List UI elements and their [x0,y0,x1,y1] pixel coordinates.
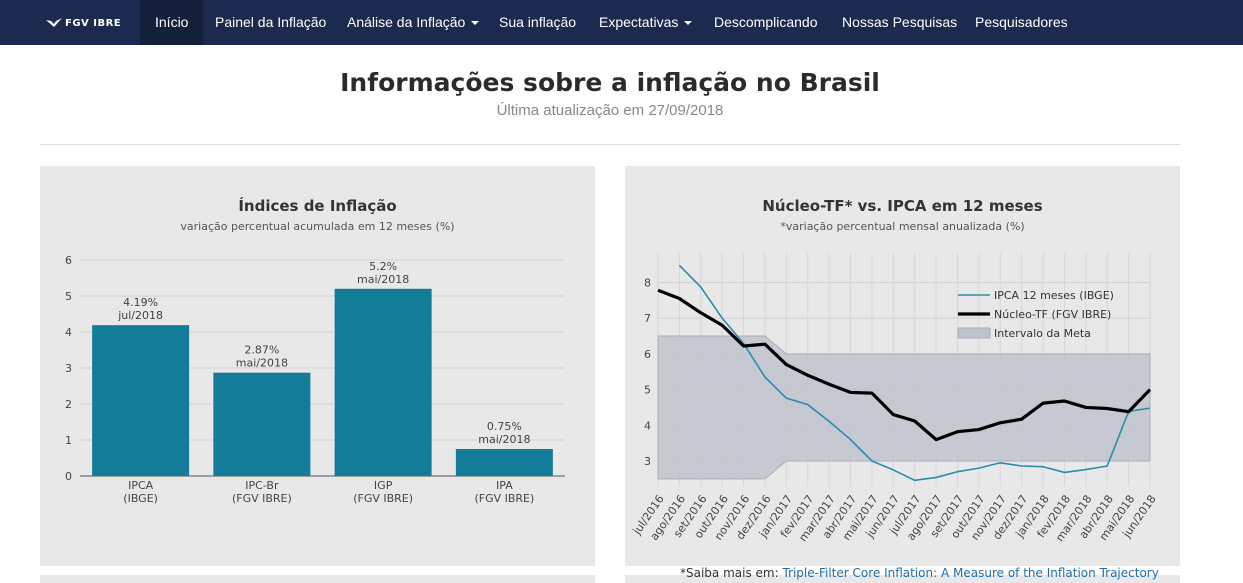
y-tick-label: 3 [644,455,651,468]
bar-chart-panel: Índices de Inflação variação percentual … [40,166,595,566]
bar-value-label: 2.87% [244,344,279,357]
bar [213,372,311,476]
x-tick-sublabel: (IBGE) [123,492,158,505]
bar-date-label: mai/2018 [236,357,288,370]
logo-text: FGV IBRE [65,17,122,29]
nucleo-tf-line [657,288,1152,442]
legend-meta-swatch [957,327,991,339]
legend-ipca-label: IPCA 12 meses (IBGE) [994,289,1114,302]
x-tick-label: IGP [374,479,393,492]
next-panel-left [40,575,595,583]
nav-label: Início [155,14,189,30]
legend-meta-label: Intervalo da Meta [994,327,1091,340]
bar-value-label: 4.19% [123,296,158,309]
page-title: Informações sobre a inflação no Brasil [340,68,880,97]
x-tick-label: IPCA [128,479,154,492]
y-tick-label: 7 [644,312,651,325]
nav-label: Nossas Pesquisas [842,14,958,30]
bar-date-label: mai/2018 [478,433,530,446]
y-tick-label: 3 [65,362,72,375]
y-tick-label: 5 [65,290,72,303]
y-tick-label: 1 [65,434,72,447]
meta-band-area [657,335,1151,480]
top-navbar: FGV IBRE Início Painel da Inflação Análi… [0,0,1243,45]
x-tick-sublabel: (FGV IBRE) [353,492,413,505]
nav-painel-inflacao[interactable]: Painel da Inflação [200,0,341,45]
nav-analise-inflacao[interactable]: Análise da Inflação [332,0,494,45]
fgv-ibre-logo[interactable]: FGV IBRE [46,13,121,33]
caret-down-icon [684,21,693,26]
legend-nucleo-label: Núcleo-TF (FGV IBRE) [994,308,1111,321]
nav-nossas-pesquisas[interactable]: Nossas Pesquisas [827,0,972,45]
x-tick-sublabel: (FGV IBRE) [232,492,292,505]
y-tick-label: 8 [644,276,651,289]
bar-date-label: mai/2018 [357,273,409,286]
nav-expectativas[interactable]: Expectativas [584,0,707,45]
nav-pesquisadores[interactable]: Pesquisadores [960,0,1083,45]
last-update: Última atualização em 27/09/2018 [496,102,724,119]
bar-chart-title: Índices de Inflação [238,197,397,215]
footnote: *Saiba mais em: Triple-Filter Core Infla… [680,566,1159,580]
ipca-line [678,264,1151,482]
footnote-prefix: *Saiba mais em: [680,566,783,580]
caret-down-icon [471,21,480,26]
y-tick-label: 4 [65,326,72,339]
nav-label: Análise da Inflação [347,14,466,30]
line-chart: 345678jul/2016ago/2016set/2016out/2016no… [630,253,1159,544]
nav-label: Painel da Inflação [215,14,327,30]
y-tick-label: 6 [644,348,651,361]
x-tick-label: IPC-Br [245,479,279,492]
next-panel-right [625,575,1180,583]
bar-chart: 01234564.19%jul/2018IPCA(IBGE)2.87%mai/2… [65,254,565,505]
bar [455,449,553,476]
nav-label: Expectativas [599,14,679,30]
nav-label: Descomplicando [714,14,818,30]
line-chart-subtitle: *variação percentual mensal anualizada (… [780,220,1025,233]
bar-date-label: jul/2018 [117,309,163,322]
bar-chart-subtitle: variação percentual acumulada em 12 mese… [180,220,455,233]
nav-label: Pesquisadores [975,14,1068,30]
x-tick-label: IPA [496,479,513,492]
y-tick-label: 2 [65,398,72,411]
nav-inicio[interactable]: Início [140,0,204,45]
y-tick-label: 5 [644,384,651,397]
footnote-link[interactable]: Triple-Filter Core Inflation: A Measure … [782,566,1159,580]
y-tick-label: 6 [65,254,72,267]
divider [40,144,1180,145]
y-tick-label: 0 [65,470,72,483]
y-tick-label: 4 [644,419,651,432]
x-tick-sublabel: (FGV IBRE) [474,492,534,505]
bar [92,325,190,476]
bar [334,288,432,476]
line-chart-panel: Núcleo-TF* vs. IPCA em 12 meses *variaçã… [625,166,1180,566]
nav-label: Sua inflação [499,14,577,30]
fgv-logo-icon [46,18,62,27]
nav-descomplicando[interactable]: Descomplicando [699,0,833,45]
bar-value-label: 0.75% [487,420,522,433]
nav-sua-inflacao[interactable]: Sua inflação [484,0,591,45]
line-chart-title: Núcleo-TF* vs. IPCA em 12 meses [762,197,1043,215]
bar-value-label: 5.2% [369,260,397,273]
